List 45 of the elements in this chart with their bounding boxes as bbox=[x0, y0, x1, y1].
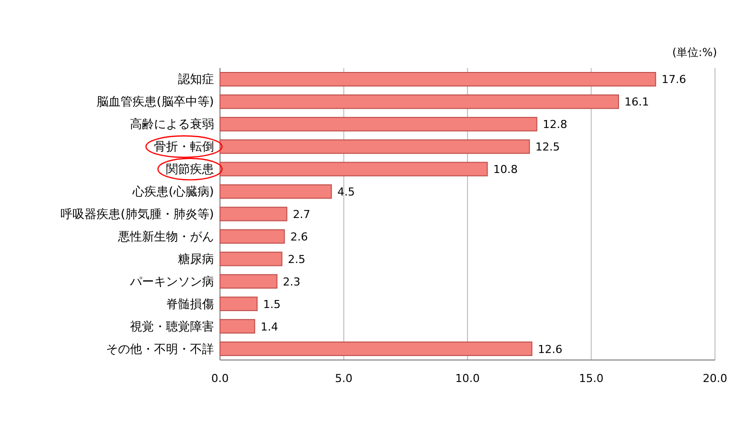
data-label: 12.6 bbox=[538, 342, 562, 356]
bar bbox=[220, 139, 530, 154]
text: (単位:%) bbox=[672, 46, 717, 59]
bar bbox=[220, 162, 488, 176]
y-tick-label: 高齢による衰弱 bbox=[130, 117, 214, 132]
bar bbox=[220, 184, 332, 199]
bar bbox=[220, 296, 258, 312]
bar bbox=[220, 229, 285, 244]
bar bbox=[220, 274, 278, 289]
y-tick-label: パーキンソン病 bbox=[129, 274, 214, 288]
data-label: 2.7 bbox=[292, 208, 310, 221]
data-label: 12.5 bbox=[535, 140, 560, 154]
bar bbox=[220, 206, 288, 222]
y-tick-label: 認知症 bbox=[178, 72, 214, 86]
data-label: 16.1 bbox=[624, 96, 649, 109]
y-tick-label: 呼吸器疾患(肺気腫・肺炎等) bbox=[60, 207, 214, 221]
data-label: 10.8 bbox=[493, 163, 518, 176]
bar bbox=[220, 252, 282, 266]
bar bbox=[220, 342, 532, 356]
bar bbox=[220, 319, 256, 334]
x-tick-label: 5.0 bbox=[335, 372, 352, 385]
data-label: 2.5 bbox=[288, 252, 306, 266]
y-tick-label: 悪性新生物・がん bbox=[117, 229, 214, 244]
data-label: 1.5 bbox=[263, 298, 281, 311]
y-tick-label: 骨折・転倒 bbox=[154, 140, 214, 154]
y-tick-label: 視覚・聴覚障害 bbox=[130, 319, 214, 334]
y-tick-label: 関節疾患 bbox=[166, 162, 214, 176]
y-tick-label: 脊髄損傷 bbox=[166, 296, 214, 311]
y-tick-label: 糖尿病 bbox=[178, 252, 214, 266]
data-label: 2.6 bbox=[290, 230, 308, 244]
y-tick-label: 心疾患(心臓病) bbox=[132, 184, 214, 199]
bar bbox=[220, 94, 619, 109]
x-tick-label: 20.0 bbox=[702, 372, 728, 385]
data-label: 1.4 bbox=[260, 320, 278, 334]
x-tick-label: 10.0 bbox=[455, 372, 480, 385]
x-tick-label: 0.0 bbox=[211, 372, 229, 385]
x-tick-label: 15.0 bbox=[579, 372, 604, 385]
data-label: 4.5 bbox=[337, 186, 355, 199]
y-tick-label: その他・不明・不詳 bbox=[106, 342, 214, 356]
bar bbox=[220, 72, 656, 86]
data-label: 12.8 bbox=[542, 118, 568, 132]
bar bbox=[220, 116, 538, 132]
data-label: 17.6 bbox=[662, 73, 686, 86]
data-label: 2.3 bbox=[282, 275, 300, 288]
y-tick-label: 脳血管疾患(脳卒中等) bbox=[96, 94, 214, 109]
